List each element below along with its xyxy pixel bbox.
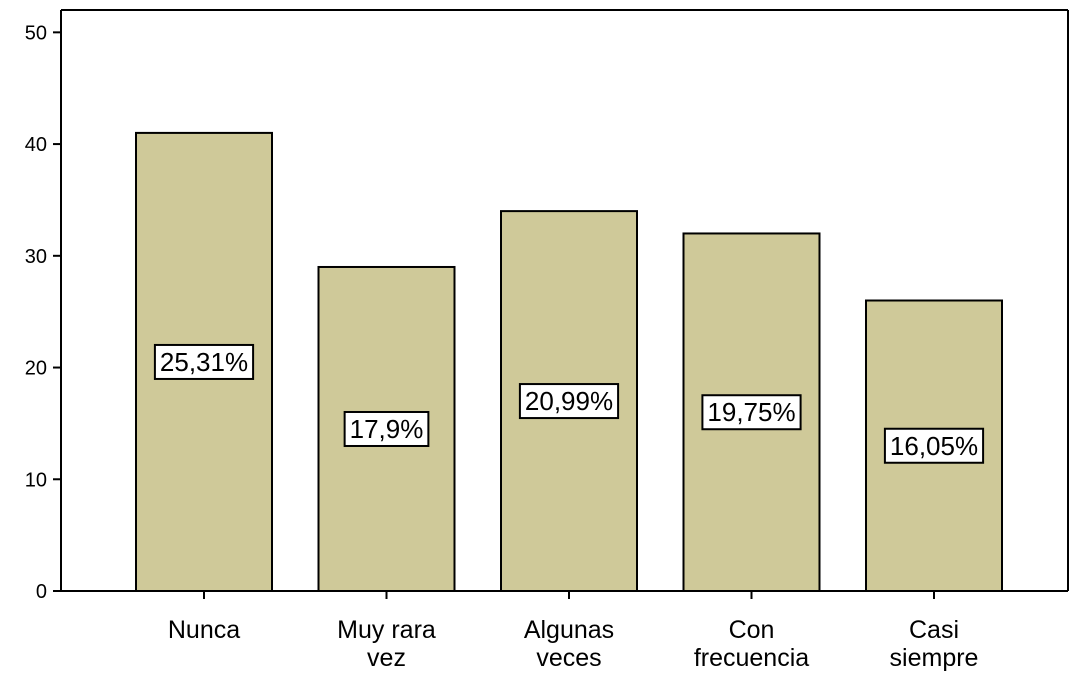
data-label-text: 19,75% <box>707 397 795 427</box>
data-label: 25,31% <box>153 343 255 380</box>
data-label-box <box>518 383 620 420</box>
x-category-label-line: Nunca <box>168 616 240 644</box>
data-label: 20,99% <box>518 383 620 420</box>
data-label: 19,75% <box>701 394 802 431</box>
data-label-box <box>343 410 430 447</box>
x-category-label-line: vez <box>367 644 406 672</box>
y-tick-label: 40 <box>25 134 47 156</box>
x-axis-categories: Nunca Muy rara vez Algunas veces Con frecuenci… <box>168 616 979 672</box>
x-category-label-line: frecuencia <box>694 644 809 672</box>
x-category-label: Con frecuencia <box>694 616 809 672</box>
x-category-label-line: Muy rara <box>337 616 436 644</box>
y-tick-label: 20 <box>25 358 47 380</box>
data-label: 16,05% <box>883 427 985 464</box>
x-category-label-line: siempre <box>890 644 979 672</box>
data-label-box <box>701 394 802 431</box>
data-label-text: 20,99% <box>525 386 613 416</box>
x-category-label-line: veces <box>536 644 601 672</box>
x-category-label: Algunas veces <box>524 616 614 672</box>
bars <box>135 131 1003 592</box>
y-tick-label: 50 <box>25 22 47 44</box>
x-category-label: Nunca <box>168 616 240 644</box>
y-tick-label: 0 <box>36 581 47 603</box>
data-label-text: 17,9% <box>350 414 424 444</box>
x-category-label: Muy rara vez <box>337 616 436 672</box>
x-category-label-line: Casi <box>909 616 959 644</box>
data-label-box <box>883 427 985 464</box>
data-label-box <box>153 343 255 380</box>
data-labels: 25,31% 17,9% 20,99% 19,75% 16,05% <box>153 343 985 464</box>
x-category-label-line: Con <box>729 616 775 644</box>
data-label-text: 16,05% <box>890 431 978 461</box>
data-label-text: 25,31% <box>160 347 248 377</box>
x-category-label-line: Algunas <box>524 616 614 644</box>
y-tick-label: 10 <box>25 469 47 491</box>
y-tick-label: 30 <box>25 246 47 268</box>
data-label: 17,9% <box>343 410 430 447</box>
x-category-label: Casi siempre <box>890 616 979 672</box>
